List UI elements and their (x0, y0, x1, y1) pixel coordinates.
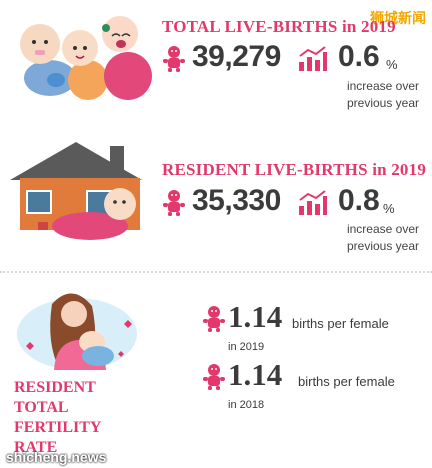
watermark-top-right: 狮城新闻 (370, 10, 426, 26)
total-increase-note-line2: previous year (346, 96, 420, 110)
total-increase-value: 0.6 (338, 40, 380, 73)
fertility-rate-2018-year: in 2018 (228, 399, 265, 411)
watermark-bottom-left: shicheng.news (6, 449, 107, 465)
baby-icon (203, 364, 225, 390)
resident-increase-note-line2: previous year (346, 239, 420, 253)
fertility-title-line1: RESIDENT (14, 379, 96, 396)
total-increase-note: increase over previous year (333, 78, 432, 112)
growth-chart-icon (299, 46, 327, 71)
baby-icon (203, 306, 225, 332)
resident-live-births-heading: RESIDENT LIVE-BIRTHS in 2019 (162, 160, 427, 179)
fertility-title-line3: FERTILITY (14, 419, 102, 436)
total-live-births-heading: TOTAL LIVE-BIRTHS in 2019 (162, 17, 396, 36)
fertility-title-line4: RATE (14, 439, 58, 456)
growth-chart-icon (299, 190, 327, 215)
babies-illustration (20, 16, 152, 100)
section-divider (0, 271, 432, 273)
baby-icon (163, 46, 185, 72)
resident-increase-value: 0.8 (338, 184, 380, 217)
fertility-rate-2018-value: 1.14 (228, 357, 283, 392)
fertility-rate-2019-unit: births per female (292, 316, 389, 331)
mother-baby-illustration (17, 293, 137, 370)
resident-increase-note-line1: increase over (346, 222, 420, 236)
fertility-rate-2018-unit: births per female (298, 374, 395, 389)
fertility-rate-2019-year: in 2019 (228, 341, 265, 353)
resident-increase-note: increase over previous year (333, 221, 432, 255)
total-live-births-count: 39,279 (192, 40, 281, 73)
total-increase-note-line1: increase over (346, 79, 420, 93)
total-increase-unit: % (386, 57, 398, 72)
fertility-rate-title: RESIDENT TOTAL FERTILITY RATE (14, 378, 101, 458)
resident-increase-unit: % (383, 201, 395, 216)
baby-icon (163, 190, 185, 216)
resident-live-births-count: 35,330 (192, 184, 281, 217)
fertility-rate-2019-value: 1.14 (228, 299, 283, 334)
fertility-title-line2: TOTAL (14, 399, 69, 416)
house-baby-illustration (10, 142, 142, 240)
